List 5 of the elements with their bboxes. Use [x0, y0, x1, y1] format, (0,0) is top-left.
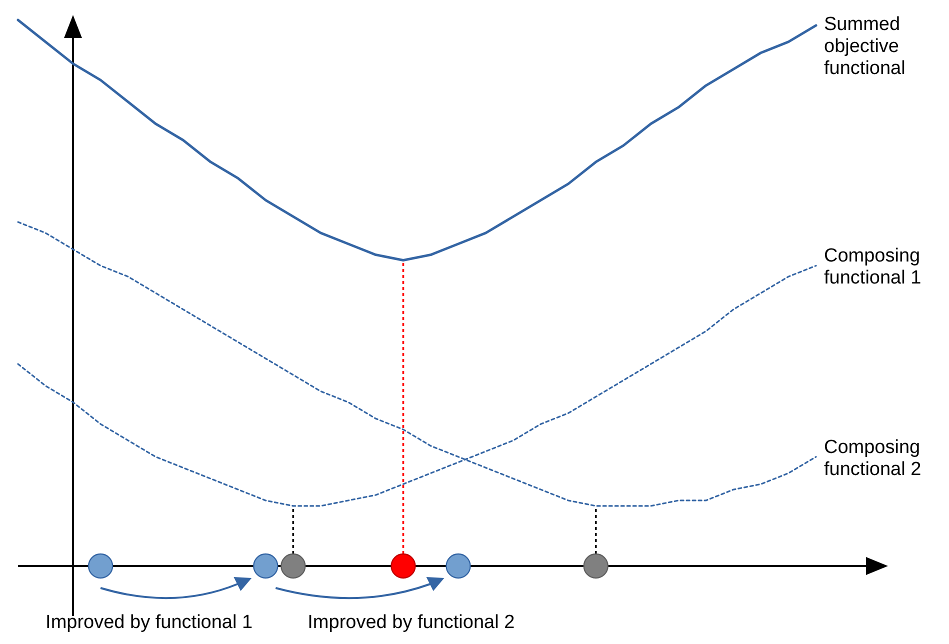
text: Improved by functional 1	[46, 612, 253, 633]
series-label: Composing functional 2	[824, 436, 922, 480]
text: Improved by functional 2	[308, 612, 515, 633]
series-label: Composing functional 1	[824, 246, 922, 289]
series-label: Summed objective functional	[824, 14, 906, 79]
